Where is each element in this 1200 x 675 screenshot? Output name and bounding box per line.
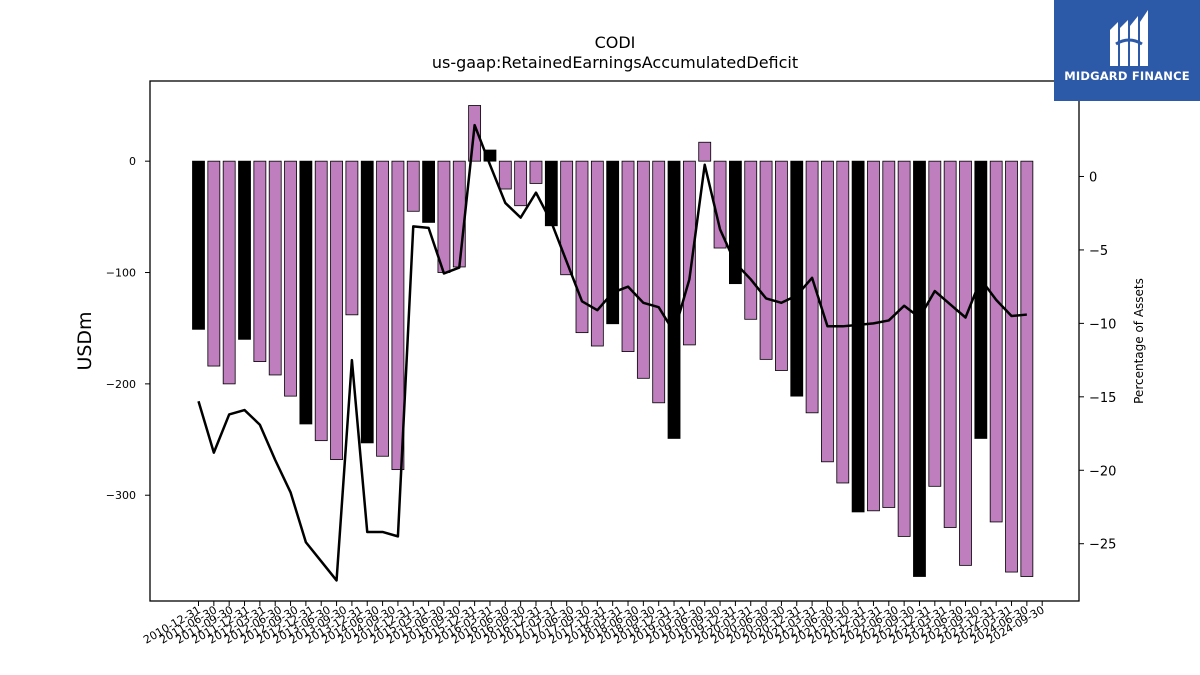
bars-layer (192, 105, 1034, 577)
y2-tick-label: −15 (1089, 391, 1116, 406)
y-axis-label: USDm (74, 311, 96, 370)
bar (575, 160, 589, 334)
bar (698, 141, 712, 162)
bar (621, 160, 635, 352)
y2-tick-label: 0 (1089, 170, 1097, 185)
bar (897, 160, 911, 537)
bar (330, 160, 343, 460)
x-axis: 2010-12-312011-06-302011-09-302011-12-31… (141, 601, 1047, 647)
bar (253, 160, 267, 362)
bar (989, 160, 1003, 523)
percentage-line (197, 123, 1027, 582)
bar (882, 160, 896, 508)
bar (238, 160, 251, 340)
bar (667, 160, 681, 439)
bar (713, 160, 727, 249)
bar (913, 160, 926, 577)
y-tick-label: −300 (106, 489, 136, 502)
y2-axis-label: Percentage of Assets (1132, 278, 1146, 404)
bar (974, 160, 988, 439)
bar (790, 160, 804, 397)
bar (959, 160, 972, 566)
bar (1005, 160, 1018, 573)
bar (636, 160, 650, 379)
bar (360, 160, 374, 444)
bar (284, 160, 297, 397)
bar (943, 160, 957, 528)
bar (314, 160, 328, 442)
midgard-logo-icon (1110, 10, 1148, 66)
bar (391, 160, 405, 471)
bar (775, 160, 788, 371)
bar (222, 160, 236, 385)
bar (422, 160, 436, 223)
bar (606, 160, 620, 325)
bar (299, 160, 313, 425)
plot-frame (149, 80, 1080, 602)
bar (207, 160, 221, 367)
y-axis-left: 0 −100 −200 −300 (106, 155, 150, 502)
bar (544, 160, 558, 227)
bar (498, 160, 512, 190)
y2-tick-label: −5 (1089, 244, 1108, 259)
bar (268, 160, 282, 376)
bar (192, 160, 205, 330)
bar (759, 160, 773, 360)
line-layer (197, 123, 1027, 582)
brand-logo: MIDGARD FINANCE (1054, 0, 1200, 101)
y-tick-label: −100 (106, 267, 136, 280)
bar (406, 160, 420, 212)
bar (1020, 160, 1034, 577)
bar (345, 160, 359, 316)
bar (483, 149, 497, 162)
y-tick-label: 0 (129, 155, 136, 168)
chart-subtitle: us-gaap:RetainedEarningsAccumulatedDefic… (432, 53, 798, 72)
bar (652, 160, 666, 404)
y-tick-label: −200 (106, 378, 136, 391)
bar (867, 160, 880, 512)
y2-tick-label: −20 (1089, 464, 1116, 479)
bar (928, 160, 942, 487)
y2-tick-label: −25 (1089, 538, 1116, 553)
bar (682, 160, 696, 346)
bar (437, 160, 451, 273)
brand-name: MIDGARD FINANCE (1064, 69, 1190, 83)
bar (729, 160, 742, 285)
bar (590, 160, 604, 347)
bar (452, 160, 466, 268)
bar (376, 160, 389, 457)
bar (560, 160, 574, 276)
y2-tick-label: −10 (1089, 317, 1116, 332)
chart-title: CODI (595, 33, 636, 52)
bar (836, 160, 850, 484)
bar (529, 160, 543, 184)
bar (851, 160, 865, 513)
bar (744, 160, 758, 320)
y-axis-right: 0 −5 −10 −15 −20 −25 (1079, 170, 1116, 553)
bar (805, 160, 819, 414)
bar (514, 160, 528, 207)
